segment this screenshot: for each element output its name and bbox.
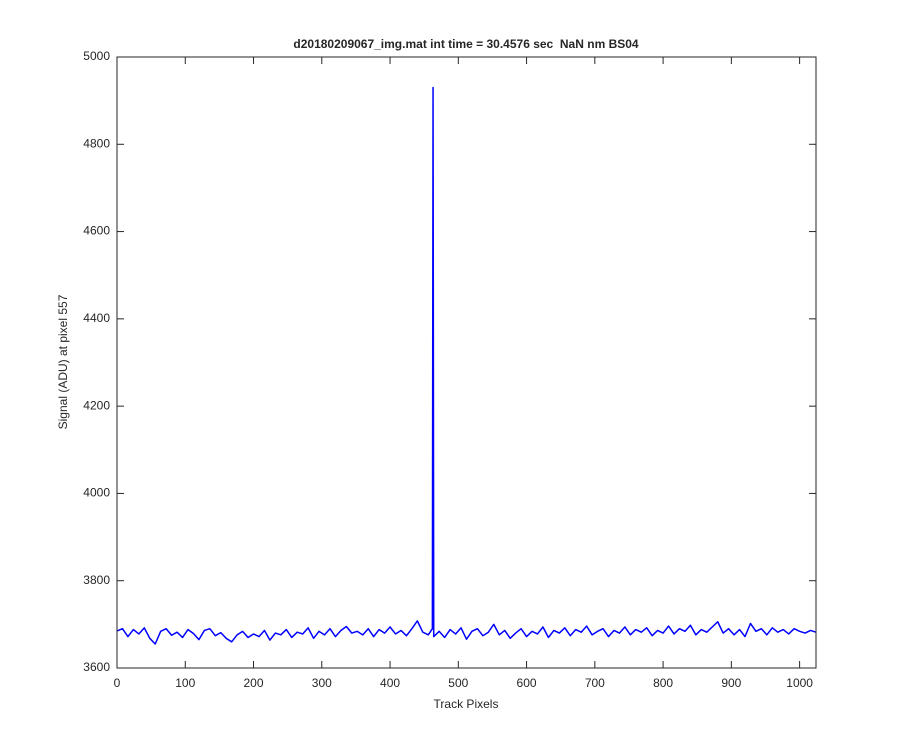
- x-tick-label: 800: [653, 676, 673, 690]
- chart-title: d20180209067_img.mat int time = 30.4576 …: [293, 37, 639, 51]
- y-axis-label: Signal (ADU) at pixel 557: [56, 294, 70, 429]
- x-tick-label: 100: [175, 676, 195, 690]
- plot-area: [117, 57, 816, 668]
- y-tick-label: 3600: [83, 660, 110, 674]
- y-tick-label: 3800: [83, 573, 110, 587]
- data-line: [116, 86, 817, 645]
- y-tick-label: 4200: [83, 398, 110, 412]
- x-tick-label: 200: [244, 676, 264, 690]
- x-tick-label: 500: [448, 676, 468, 690]
- x-tick-label: 700: [585, 676, 605, 690]
- x-tick-label: 1000: [786, 676, 813, 690]
- y-tick-label: 4000: [83, 486, 110, 500]
- y-tick-label: 5000: [83, 49, 110, 63]
- y-tick-label: 4600: [83, 224, 110, 238]
- axes-box: [116, 56, 817, 669]
- x-tick-label: 900: [721, 676, 741, 690]
- y-tick-label: 4400: [83, 311, 110, 325]
- x-tick-label: 400: [380, 676, 400, 690]
- x-tick-label: 300: [312, 676, 332, 690]
- x-axis-label: Track Pixels: [434, 697, 499, 711]
- x-tick-label: 600: [517, 676, 537, 690]
- y-tick-label: 4800: [83, 136, 110, 150]
- x-tick-label: 0: [114, 676, 121, 690]
